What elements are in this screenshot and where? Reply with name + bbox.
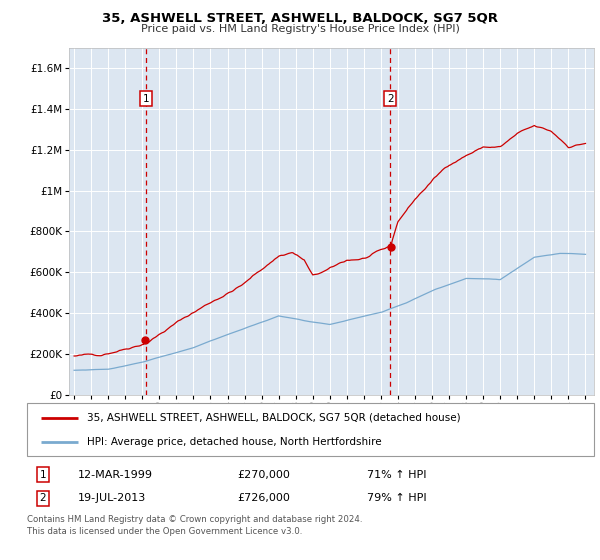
Text: £270,000: £270,000 bbox=[237, 470, 290, 480]
Text: 79% ↑ HPI: 79% ↑ HPI bbox=[367, 493, 427, 503]
Text: 1: 1 bbox=[142, 94, 149, 104]
Text: HPI: Average price, detached house, North Hertfordshire: HPI: Average price, detached house, Nort… bbox=[86, 437, 381, 447]
Text: £726,000: £726,000 bbox=[237, 493, 290, 503]
Text: 12-MAR-1999: 12-MAR-1999 bbox=[78, 470, 153, 480]
Text: 1: 1 bbox=[40, 470, 46, 480]
Text: 35, ASHWELL STREET, ASHWELL, BALDOCK, SG7 5QR (detached house): 35, ASHWELL STREET, ASHWELL, BALDOCK, SG… bbox=[86, 413, 460, 423]
Text: Contains HM Land Registry data © Crown copyright and database right 2024.
This d: Contains HM Land Registry data © Crown c… bbox=[27, 515, 362, 535]
Point bbox=[140, 335, 150, 344]
Text: 71% ↑ HPI: 71% ↑ HPI bbox=[367, 470, 427, 480]
Point bbox=[386, 242, 395, 251]
Text: 2: 2 bbox=[387, 94, 394, 104]
Text: Price paid vs. HM Land Registry's House Price Index (HPI): Price paid vs. HM Land Registry's House … bbox=[140, 24, 460, 34]
Text: 19-JUL-2013: 19-JUL-2013 bbox=[78, 493, 146, 503]
Text: 35, ASHWELL STREET, ASHWELL, BALDOCK, SG7 5QR: 35, ASHWELL STREET, ASHWELL, BALDOCK, SG… bbox=[102, 12, 498, 25]
Text: 2: 2 bbox=[40, 493, 46, 503]
